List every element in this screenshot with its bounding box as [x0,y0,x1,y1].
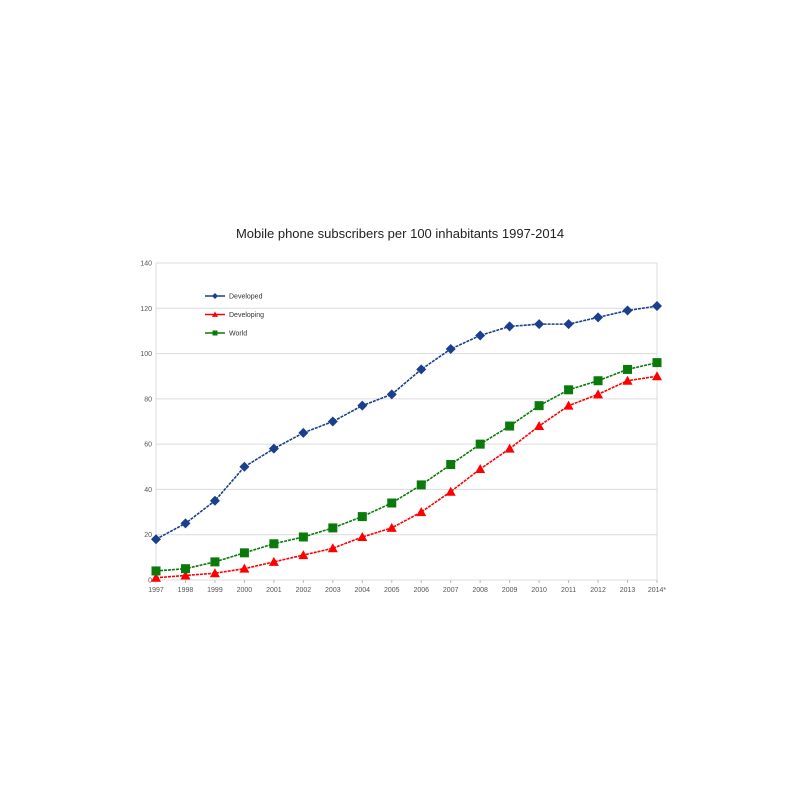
x-tick-label: 2011 [561,587,576,594]
diamond-marker [652,301,662,312]
legend-item-developing: Developing [205,311,264,319]
x-tick-label: 2010 [531,587,547,594]
x-tick-label: 2013 [620,587,636,594]
square-marker [623,364,633,374]
x-tick-label: 1998 [178,587,194,594]
triangle-marker [563,400,574,410]
data-series [151,301,662,582]
diamond-marker [239,461,250,472]
legend-label: Developing [229,312,264,319]
square-marker [505,421,515,431]
triangle-marker [386,522,397,532]
legend-item-developed: Developed [205,293,263,301]
series-developing [151,371,662,582]
triangle-marker [327,543,338,553]
x-tick-label: 2006 [413,587,429,594]
x-tick-label: 2003 [325,587,341,594]
y-tick-label: 20 [144,532,152,539]
diamond-marker [386,389,397,400]
triangle-marker [504,443,515,453]
square-marker [387,498,397,508]
y-tick-label: 60 [144,442,152,449]
square-marker [210,557,220,567]
square-marker [475,439,485,449]
square-marker [212,330,218,336]
x-tick-label: 2005 [384,587,400,594]
triangle-marker [298,550,309,560]
triangle-marker [593,389,604,399]
x-axis: 1997 1998 1999 2000 2001 2002 2003 2004 2005 2006… [148,580,666,594]
diamond-marker [357,400,368,411]
x-tick-label: 2008 [472,587,488,594]
x-tick-label: 2014* [648,587,667,594]
y-tick-label: 80 [144,396,152,403]
square-marker [328,523,338,533]
series-developed [151,301,662,545]
triangle-marker [180,570,191,580]
diamond-marker [563,319,574,330]
triangle-marker [209,568,220,578]
diamond-marker [268,443,279,454]
legend-label: World [229,331,247,338]
triangle-marker [445,486,456,496]
triangle-marker [268,556,279,566]
legend-label: Developed [229,294,263,301]
diamond-marker [180,518,191,529]
x-tick-label: 2007 [443,587,459,594]
diamond-marker [534,319,545,330]
x-tick-label: 2009 [502,587,518,594]
x-tick-label: 2012 [590,587,606,594]
gridlines [155,262,658,581]
diamond-marker [622,305,633,316]
triangle-marker [475,464,486,474]
x-tick-label: 2000 [237,587,253,594]
x-tick-label: 2001 [266,587,282,594]
y-tick-label: 140 [140,261,152,268]
diamond-marker [504,321,515,332]
triangle-marker [239,563,250,573]
y-tick-label: 0 [148,578,152,585]
x-tick-label: 1999 [207,587,223,594]
triangle-marker [534,421,545,431]
diamond-marker [212,293,218,299]
diamond-marker [151,534,161,545]
triangle-marker [652,371,662,381]
diamond-marker [298,427,309,438]
x-tick-label: 2002 [296,587,312,594]
triangle-marker [151,572,161,582]
triangle-marker [622,375,633,385]
square-marker [239,548,249,558]
square-marker [180,564,190,574]
square-marker [652,358,662,368]
square-marker [269,539,279,549]
diamond-marker [209,495,220,506]
square-marker [446,460,456,470]
square-marker [298,532,308,542]
square-marker [416,480,426,490]
legend-item-world: World [205,330,247,338]
square-marker [564,385,574,395]
x-tick-label: 1997 [148,587,164,594]
square-marker [357,512,367,522]
square-marker [534,401,544,411]
series-world [151,358,662,576]
triangle-marker [416,507,427,517]
chart-title: Mobile phone subscribers per 100 inhabit… [235,226,565,241]
y-tick-label: 40 [144,487,152,494]
x-tick-label: 2004 [355,587,371,594]
y-axis: 0 20 40 60 80 100 120 140 [140,261,152,585]
diamond-marker [593,312,604,323]
diamond-marker [327,416,338,427]
y-tick-label: 120 [140,306,152,313]
diamond-marker [445,344,456,355]
triangle-marker [357,531,368,541]
diamond-marker [475,330,486,341]
triangle-marker [212,311,218,317]
square-marker [151,566,161,576]
square-marker [593,376,603,386]
diamond-marker [416,364,427,375]
legend: Developed Developing World [205,293,264,338]
y-tick-label: 100 [140,351,152,358]
